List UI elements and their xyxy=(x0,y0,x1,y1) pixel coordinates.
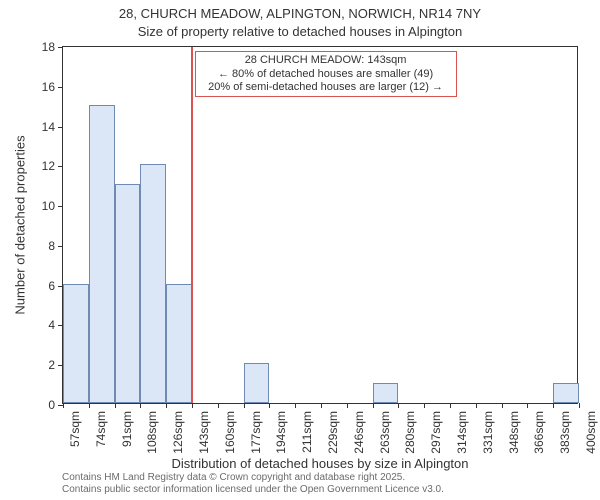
annotation-line: 20% of semi-detached houses are larger (… xyxy=(200,81,452,95)
y-tick xyxy=(58,166,63,167)
footer-line: Contains public sector information licen… xyxy=(62,484,444,496)
x-tick-label: 143sqm xyxy=(197,411,211,454)
x-tick-label: 400sqm xyxy=(584,411,598,454)
annotation-line: ← 80% of detached houses are smaller (49… xyxy=(200,68,452,82)
x-tick xyxy=(450,403,451,408)
x-tick-label: 74sqm xyxy=(94,411,108,447)
reference-line xyxy=(191,47,193,403)
chart-title-1: 28, CHURCH MEADOW, ALPINGTON, NORWICH, N… xyxy=(0,6,600,21)
y-axis-label: Number of detached properties xyxy=(13,135,28,314)
y-tick xyxy=(58,127,63,128)
y-tick-label: 2 xyxy=(48,358,55,372)
x-tick xyxy=(347,403,348,408)
y-tick-label: 18 xyxy=(42,40,55,54)
y-tick-label: 8 xyxy=(48,239,55,253)
x-tick-label: 263sqm xyxy=(378,411,392,454)
footer-line: Contains HM Land Registry data © Crown c… xyxy=(62,472,444,484)
x-tick-label: 366sqm xyxy=(532,411,546,454)
plot-area: 02468101214161857sqm74sqm91sqm108sqm126s… xyxy=(62,46,578,404)
x-tick xyxy=(244,403,245,408)
x-tick-label: 108sqm xyxy=(145,411,159,454)
x-tick xyxy=(295,403,296,408)
x-tick-label: 314sqm xyxy=(455,411,469,454)
x-tick-label: 348sqm xyxy=(507,411,521,454)
x-tick-label: 160sqm xyxy=(223,411,237,454)
y-tick-label: 10 xyxy=(42,199,55,213)
x-tick xyxy=(192,403,193,408)
x-tick xyxy=(424,403,425,408)
x-tick xyxy=(269,403,270,408)
y-tick-label: 0 xyxy=(48,398,55,412)
y-tick xyxy=(58,87,63,88)
x-tick xyxy=(373,403,374,408)
x-tick-label: 246sqm xyxy=(352,411,366,454)
histogram-bar xyxy=(89,105,115,403)
histogram-bar xyxy=(115,184,141,403)
y-tick xyxy=(58,246,63,247)
x-tick xyxy=(579,403,580,408)
histogram-bar xyxy=(63,284,89,403)
chart-title-2: Size of property relative to detached ho… xyxy=(0,24,600,39)
x-tick xyxy=(502,403,503,408)
x-tick-label: 331sqm xyxy=(481,411,495,454)
y-tick-label: 14 xyxy=(42,120,55,134)
x-tick xyxy=(89,403,90,408)
x-tick-label: 211sqm xyxy=(300,411,314,453)
x-axis-label: Distribution of detached houses by size … xyxy=(171,456,468,471)
annotation-line: 28 CHURCH MEADOW: 143sqm xyxy=(200,54,452,68)
x-tick xyxy=(553,403,554,408)
x-tick-label: 91sqm xyxy=(120,411,134,447)
footer-attribution: Contains HM Land Registry data © Crown c… xyxy=(62,472,444,496)
histogram-bar xyxy=(166,284,192,403)
x-tick-label: 297sqm xyxy=(429,411,443,454)
x-tick xyxy=(115,403,116,408)
chart-container: 28, CHURCH MEADOW, ALPINGTON, NORWICH, N… xyxy=(0,0,600,500)
annotation-box: 28 CHURCH MEADOW: 143sqm← 80% of detache… xyxy=(195,51,457,97)
x-tick-label: 194sqm xyxy=(274,411,288,454)
x-tick-label: 280sqm xyxy=(403,411,417,454)
x-tick xyxy=(63,403,64,408)
x-tick xyxy=(321,403,322,408)
histogram-bar xyxy=(553,383,579,403)
y-tick-label: 6 xyxy=(48,279,55,293)
x-tick xyxy=(398,403,399,408)
y-tick xyxy=(58,47,63,48)
x-tick xyxy=(218,403,219,408)
histogram-bar xyxy=(373,383,399,403)
y-tick-label: 16 xyxy=(42,80,55,94)
y-tick xyxy=(58,206,63,207)
histogram-bar xyxy=(140,164,166,403)
x-tick xyxy=(140,403,141,408)
x-tick xyxy=(166,403,167,408)
x-tick xyxy=(527,403,528,408)
x-tick-label: 177sqm xyxy=(249,411,263,454)
x-tick-label: 383sqm xyxy=(558,411,572,454)
x-tick-label: 229sqm xyxy=(326,411,340,454)
x-tick xyxy=(476,403,477,408)
x-tick-label: 126sqm xyxy=(171,411,185,454)
y-tick-label: 12 xyxy=(42,159,55,173)
histogram-bar xyxy=(244,363,270,403)
x-tick-label: 57sqm xyxy=(68,411,82,447)
y-tick-label: 4 xyxy=(48,318,55,332)
